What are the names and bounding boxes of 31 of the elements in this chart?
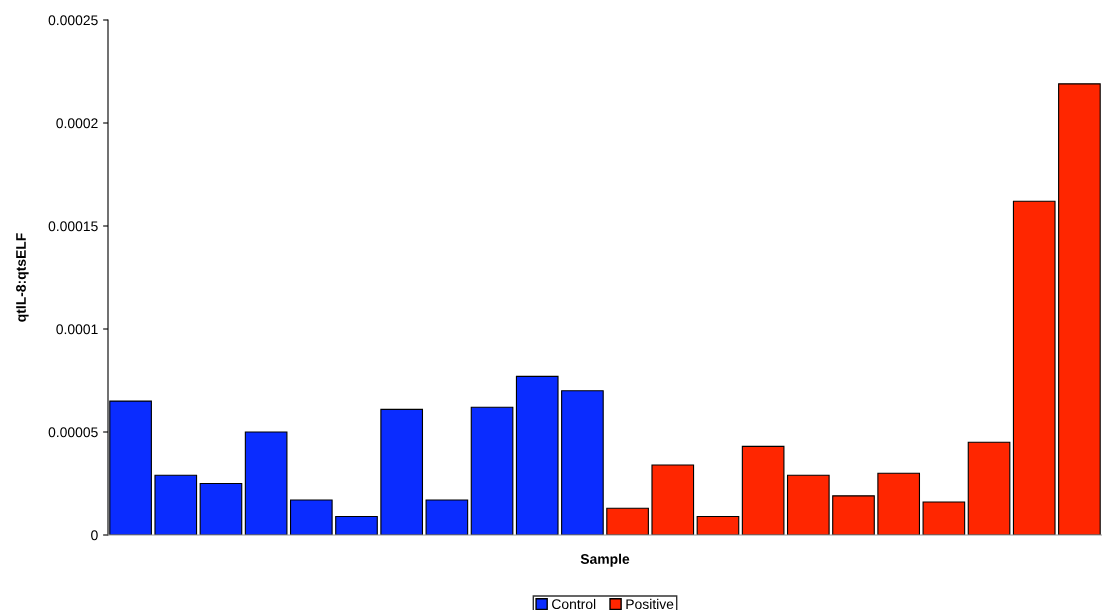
legend-label: Positive: [626, 598, 674, 610]
bar: [561, 390, 604, 535]
bar: [877, 472, 921, 535]
legend-label: Control: [552, 598, 596, 610]
bar: [832, 495, 875, 535]
bar: [741, 445, 785, 535]
bar: [244, 431, 288, 535]
bar: [922, 501, 966, 535]
bar: [199, 482, 243, 535]
bar: [335, 515, 378, 535]
bar: [289, 499, 333, 535]
bar: [696, 515, 740, 535]
y-tick-label: 0: [91, 530, 98, 541]
y-tick-label: 0.00005: [48, 427, 98, 438]
y-tick-label: 0.0001: [56, 324, 98, 335]
bar: [786, 474, 830, 535]
y-tick-label: 0.00015: [48, 221, 98, 232]
bar: [515, 375, 559, 535]
bar: [1058, 83, 1101, 535]
bar: [380, 408, 424, 535]
bar: [606, 507, 649, 535]
bar: [154, 474, 198, 535]
bar: [651, 464, 695, 535]
y-axis-title: qtIL-8:qtsELF: [16, 233, 29, 322]
bar: [470, 406, 514, 535]
x-axis-title: Sample: [580, 553, 630, 567]
bar: [425, 499, 469, 535]
y-tick-label: 0.0002: [56, 118, 98, 129]
bar: [1012, 200, 1056, 535]
y-tick-label: 0.00025: [48, 15, 98, 26]
bar: [967, 441, 1011, 535]
